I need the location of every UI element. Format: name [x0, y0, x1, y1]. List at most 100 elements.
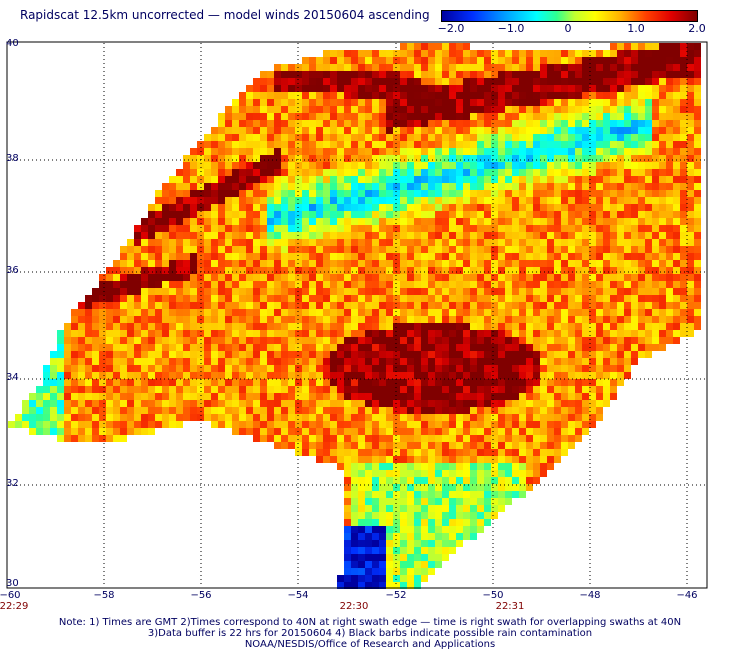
swath-cell — [645, 120, 652, 127]
swath-cell — [477, 281, 484, 288]
swath-cell — [589, 148, 596, 155]
swath-cell — [274, 253, 281, 260]
swath-cell — [491, 148, 498, 155]
swath-cell — [190, 246, 197, 253]
swath-cell — [379, 246, 386, 253]
swath-cell — [113, 302, 120, 309]
swath-cell — [183, 386, 190, 393]
swath-cell — [554, 428, 561, 435]
swath-cell — [498, 85, 505, 92]
swath-cell — [141, 372, 148, 379]
swath-cell — [260, 85, 267, 92]
swath-cell — [393, 351, 400, 358]
swath-cell — [428, 386, 435, 393]
swath-cell — [638, 127, 645, 134]
swath-cell — [183, 302, 190, 309]
swath-cell — [344, 204, 351, 211]
swath-cell — [547, 330, 554, 337]
swath-cell — [309, 141, 316, 148]
swath-cell — [498, 155, 505, 162]
swath-cell — [295, 309, 302, 316]
swath-cell — [99, 372, 106, 379]
swath-cell — [281, 246, 288, 253]
swath-cell — [211, 358, 218, 365]
swath-cell — [372, 344, 379, 351]
swath-cell — [211, 337, 218, 344]
swath-cell — [323, 330, 330, 337]
swath-cell — [400, 337, 407, 344]
swath-cell — [470, 190, 477, 197]
swath-cell — [71, 330, 78, 337]
swath-cells — [8, 43, 701, 589]
swath-cell — [414, 253, 421, 260]
swath-cell — [421, 99, 428, 106]
swath-cell — [148, 351, 155, 358]
swath-cell — [365, 554, 372, 561]
swath-cell — [568, 78, 575, 85]
swath-cell — [561, 351, 568, 358]
swath-cell — [351, 477, 358, 484]
swath-cell — [372, 134, 379, 141]
swath-cell — [428, 351, 435, 358]
swath-cell — [449, 407, 456, 414]
swath-cell — [666, 246, 673, 253]
swath-cell — [526, 190, 533, 197]
swath-cell — [631, 113, 638, 120]
swath-cell — [190, 225, 197, 232]
swath-cell — [323, 57, 330, 64]
swath-cell — [449, 113, 456, 120]
swath-cell — [687, 316, 694, 323]
swath-cell — [505, 64, 512, 71]
swath-cell — [274, 64, 281, 71]
swath-cell — [225, 162, 232, 169]
swath-cell — [512, 64, 519, 71]
swath-cell — [267, 274, 274, 281]
swath-cell — [162, 267, 169, 274]
swath-cell — [190, 155, 197, 162]
swath-cell — [260, 344, 267, 351]
swath-cell — [435, 470, 442, 477]
swath-cell — [617, 232, 624, 239]
swath-cell — [575, 57, 582, 64]
swath-cell — [456, 470, 463, 477]
swath-cell — [358, 582, 365, 589]
swath-cell — [512, 477, 519, 484]
swath-cell — [680, 120, 687, 127]
swath-cell — [596, 71, 603, 78]
swath-cell — [351, 561, 358, 568]
swath-cell — [561, 120, 568, 127]
swath-cell — [666, 225, 673, 232]
swath-cell — [218, 358, 225, 365]
swath-cell — [407, 428, 414, 435]
swath-cell — [337, 428, 344, 435]
swath-cell — [554, 351, 561, 358]
swath-cell — [113, 400, 120, 407]
swath-cell — [169, 407, 176, 414]
swath-cell — [512, 414, 519, 421]
swath-cell — [652, 323, 659, 330]
swath-cell — [491, 477, 498, 484]
swath-cell — [547, 442, 554, 449]
swath-cell — [211, 421, 218, 428]
swath-cell — [589, 316, 596, 323]
swath-cell — [673, 64, 680, 71]
swath-cell — [316, 183, 323, 190]
swath-cell — [694, 148, 701, 155]
swath-cell — [624, 120, 631, 127]
swath-cell — [400, 155, 407, 162]
swath-cell — [407, 295, 414, 302]
swath-cell — [666, 260, 673, 267]
swath-cell — [351, 309, 358, 316]
swath-cell — [351, 190, 358, 197]
swath-cell — [568, 99, 575, 106]
swath-cell — [673, 113, 680, 120]
swath-cell — [330, 295, 337, 302]
swath-cell — [400, 449, 407, 456]
swath-cell — [421, 400, 428, 407]
swath-cell — [407, 197, 414, 204]
time-label-2231: 22:31 — [495, 601, 525, 612]
swath-cell — [568, 204, 575, 211]
swath-cell — [337, 316, 344, 323]
swath-cell — [589, 414, 596, 421]
swath-cell — [211, 267, 218, 274]
